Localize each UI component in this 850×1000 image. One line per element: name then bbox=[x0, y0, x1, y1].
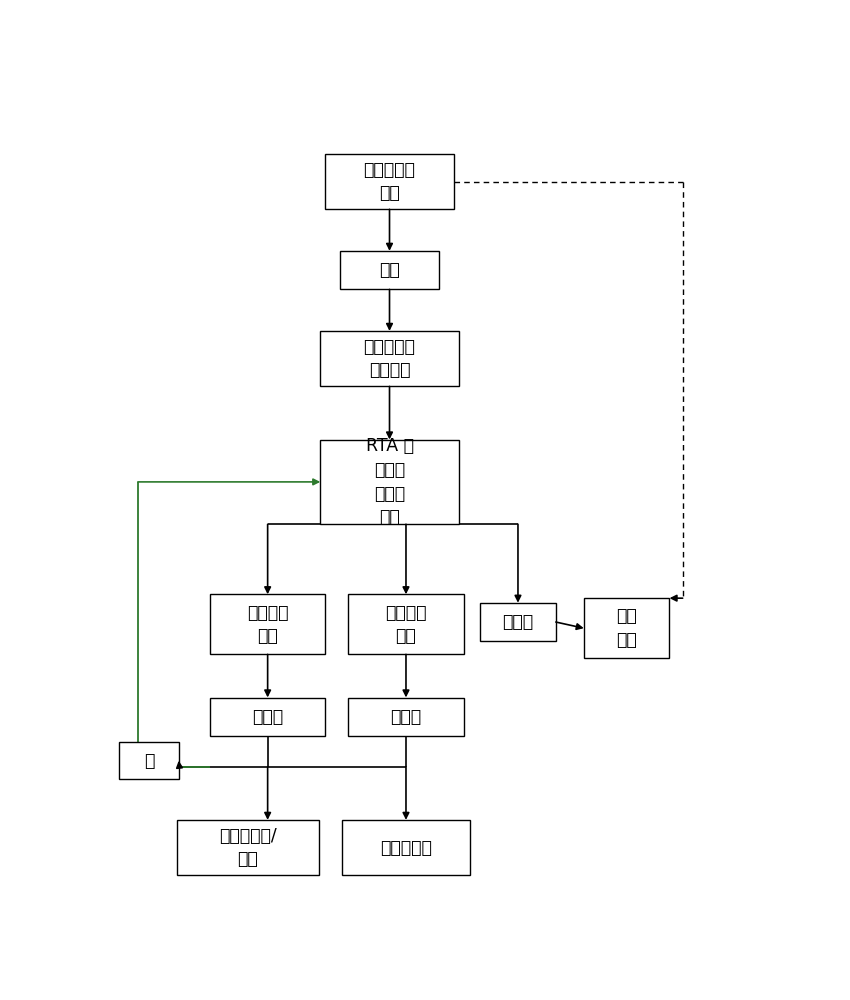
Bar bbox=[348, 594, 463, 654]
Bar bbox=[342, 820, 470, 875]
Text: 有机物解
吸液: 有机物解 吸液 bbox=[246, 604, 288, 645]
Text: 有机物回收: 有机物回收 bbox=[380, 839, 432, 857]
Bar bbox=[320, 331, 459, 386]
Text: 醇: 醇 bbox=[144, 752, 154, 770]
Text: 有机物回收/
处理: 有机物回收/ 处理 bbox=[219, 827, 277, 868]
Text: RTA 靶
向固定
床吸附
装置: RTA 靶 向固定 床吸附 装置 bbox=[366, 438, 413, 526]
Text: 过流液: 过流液 bbox=[502, 613, 534, 631]
Bar bbox=[584, 598, 670, 658]
Text: 溶解: 溶解 bbox=[379, 261, 400, 279]
Bar bbox=[210, 594, 326, 654]
Bar bbox=[348, 698, 463, 736]
Text: 蒸馏塔: 蒸馏塔 bbox=[390, 708, 422, 726]
Text: 焚烧
处理: 焚烧 处理 bbox=[616, 607, 637, 649]
Bar bbox=[320, 440, 459, 524]
Bar bbox=[177, 820, 319, 875]
Bar bbox=[119, 742, 178, 779]
Bar bbox=[210, 698, 326, 736]
Bar bbox=[326, 154, 454, 209]
Bar bbox=[340, 251, 439, 289]
Text: 有机物层
析液: 有机物层 析液 bbox=[385, 604, 427, 645]
Text: 蒸馏塔: 蒸馏塔 bbox=[252, 708, 283, 726]
Text: 固体有机废
弃物溶液: 固体有机废 弃物溶液 bbox=[364, 338, 416, 379]
Bar bbox=[480, 603, 556, 641]
Text: 固体有机废
弃物: 固体有机废 弃物 bbox=[364, 161, 416, 202]
